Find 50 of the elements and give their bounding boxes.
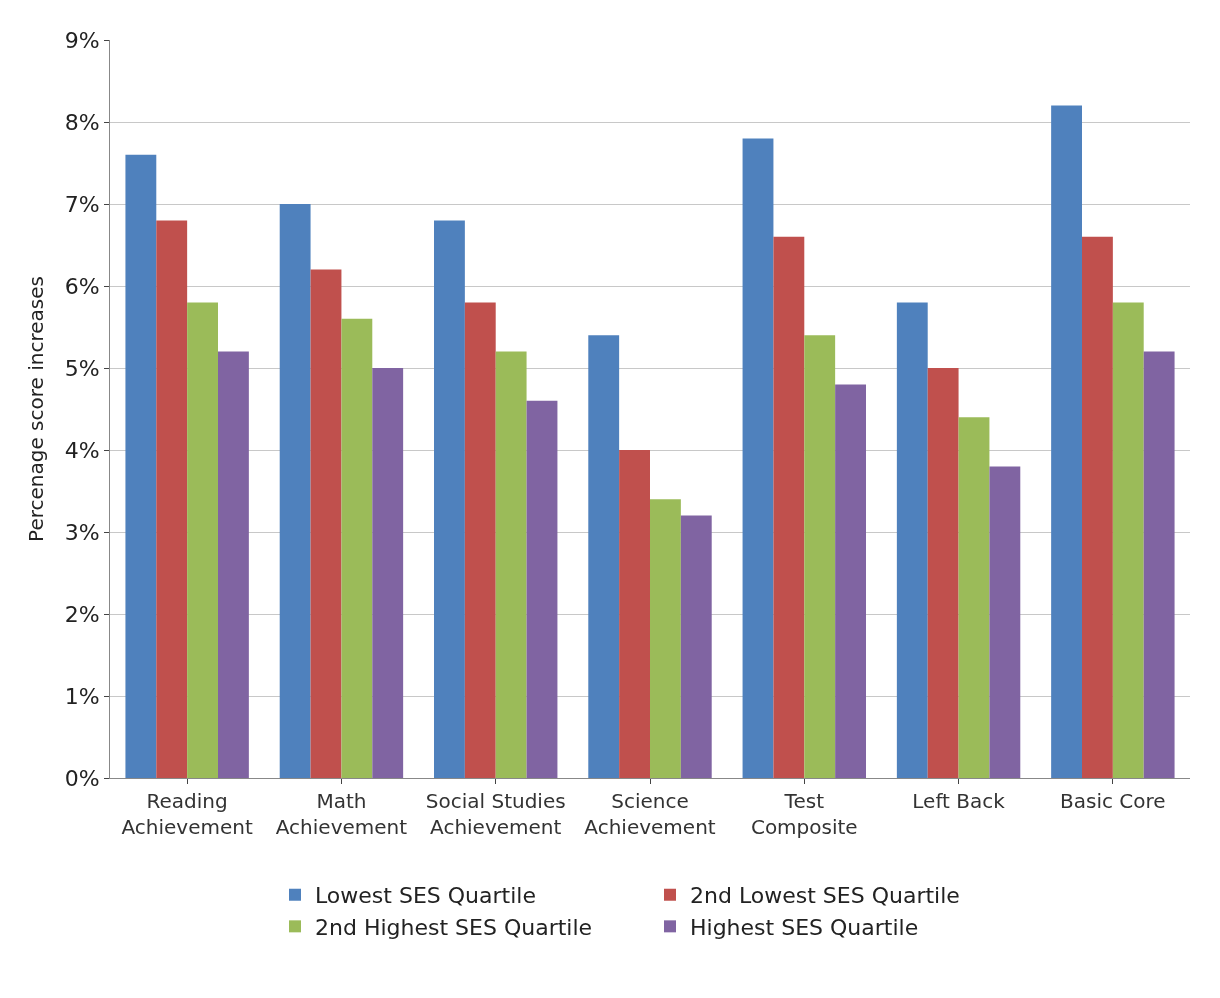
- bar: [650, 499, 681, 778]
- bar: [1112, 302, 1144, 778]
- bar: [279, 204, 311, 778]
- bar: [1051, 105, 1082, 778]
- bar: [927, 368, 959, 778]
- x-tick-label: Basic Core: [1060, 789, 1166, 813]
- bar: [218, 351, 249, 778]
- x-tick-label: Math Achievement: [275, 789, 408, 839]
- y-tick-label: 2%: [64, 601, 100, 627]
- bar: [989, 466, 1021, 778]
- bar: [773, 236, 805, 778]
- bar: [125, 154, 157, 778]
- bar: [804, 335, 836, 778]
- bar: [495, 351, 527, 778]
- bar: [341, 318, 373, 778]
- x-tick-label: Reading Achievement: [121, 789, 253, 839]
- y-axis-title: Percenage score increases: [24, 276, 49, 542]
- bar: [588, 335, 620, 778]
- bar: [526, 400, 558, 778]
- bar: [187, 302, 218, 778]
- x-tick-label: Left Back: [912, 789, 1006, 813]
- y-tick-label: 9%: [64, 27, 100, 53]
- y-tick-label: 5%: [64, 355, 100, 381]
- bar: [464, 302, 496, 778]
- bar: [742, 138, 774, 778]
- y-tick-label: 4%: [64, 437, 100, 463]
- x-tick-label: Science Achievement: [584, 789, 716, 839]
- y-tick-label: 8%: [64, 109, 100, 135]
- x-tick-label: Test Composite: [750, 789, 858, 839]
- bar: [372, 368, 404, 778]
- bar: [619, 450, 650, 778]
- bar: [896, 302, 928, 778]
- y-tick-label: 7%: [64, 191, 100, 217]
- bar: [434, 220, 465, 778]
- bar: [958, 417, 990, 778]
- y-tick-label: 0%: [64, 765, 100, 791]
- x-tick-label: Social Studies Achievement: [425, 789, 566, 839]
- y-tick-label: 3%: [64, 519, 100, 545]
- bar: [835, 384, 866, 778]
- bar: [680, 515, 712, 778]
- y-tick-label: 6%: [64, 273, 100, 299]
- bar: [1143, 351, 1175, 778]
- y-tick-label: 1%: [64, 683, 100, 709]
- bar: [156, 220, 188, 778]
- bar: [1082, 236, 1113, 778]
- legend-label: 2nd Highest SES Quartile: [315, 914, 593, 940]
- legend-label: Lowest SES Quartile: [315, 883, 536, 909]
- legend-label: 2nd Lowest SES Quartile: [690, 883, 960, 909]
- legend-label: Highest SES Quartile: [690, 914, 919, 940]
- bar: [310, 269, 342, 778]
